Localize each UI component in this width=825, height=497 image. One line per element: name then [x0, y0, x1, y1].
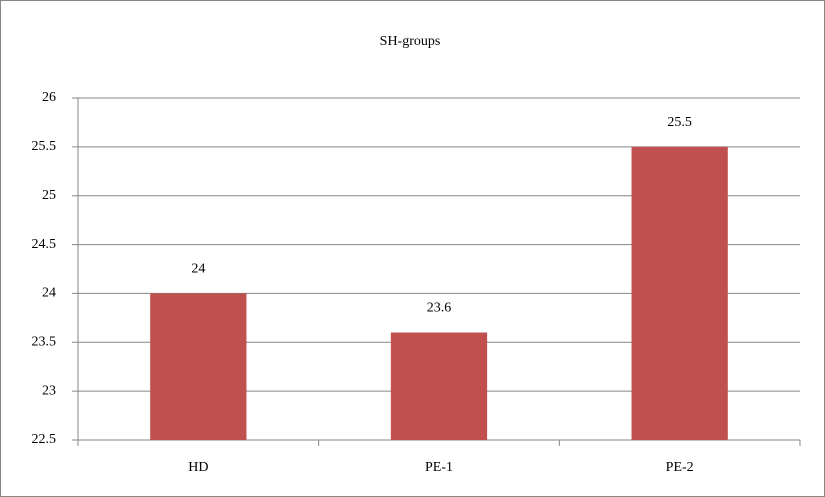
data-label: 24 — [191, 262, 205, 277]
bar — [390, 332, 488, 440]
y-tick-label: 24 — [42, 286, 56, 301]
bar — [150, 293, 247, 440]
y-tick-label: 22.5 — [32, 432, 57, 447]
bar — [631, 146, 728, 440]
y-tick-label: 23.5 — [32, 335, 57, 350]
chart-title: SH-groups — [380, 34, 441, 49]
y-tick-label: 25.5 — [32, 139, 57, 154]
y-tick-label: 26 — [42, 90, 56, 105]
y-tick-label: 24.5 — [32, 237, 57, 252]
data-label: 23.6 — [427, 301, 452, 316]
x-tick-label: HD — [188, 460, 208, 475]
x-tick-label: PE-1 — [425, 460, 453, 475]
x-tick-label: PE-2 — [666, 460, 694, 475]
data-label: 25.5 — [667, 115, 692, 130]
y-tick-label: 25 — [42, 188, 56, 203]
y-tick-label: 23 — [42, 383, 56, 398]
